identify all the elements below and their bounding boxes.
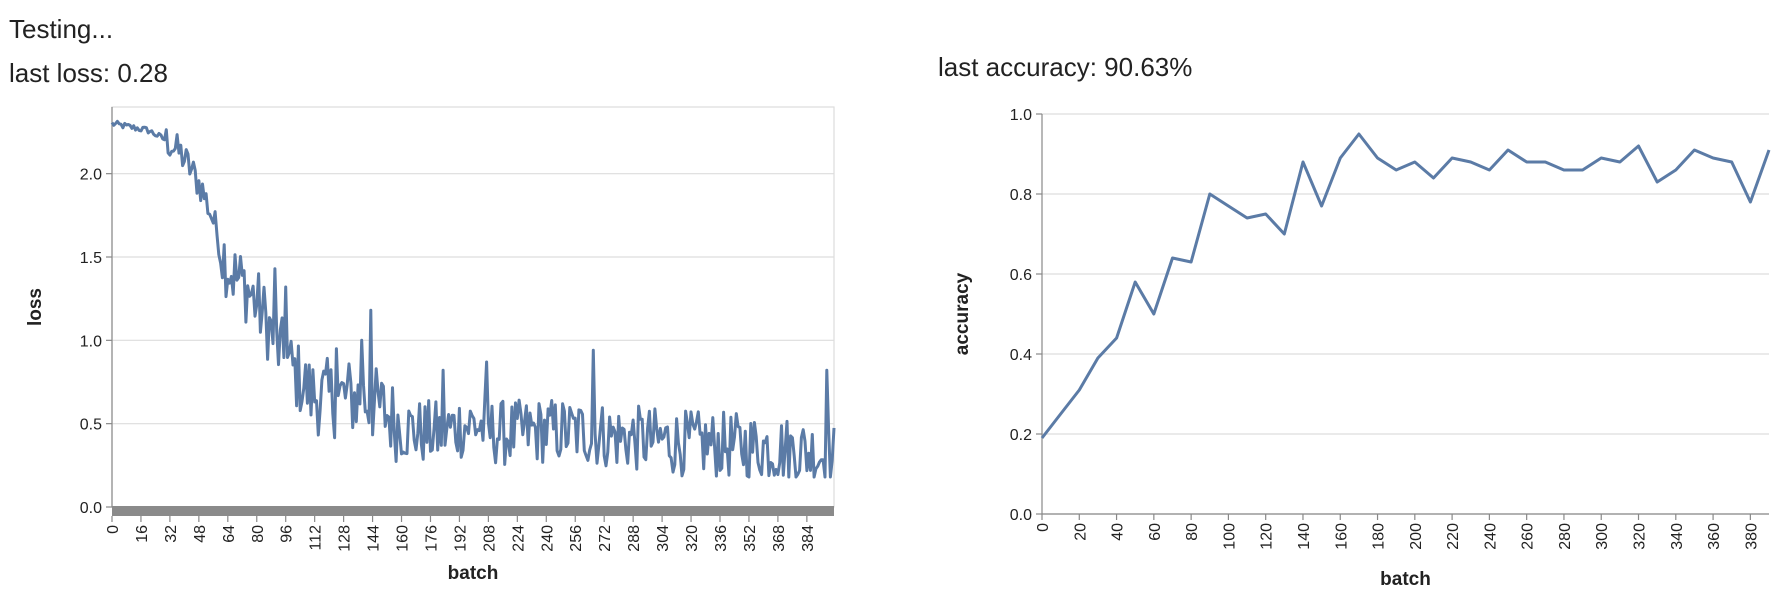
loss-x-tick-label: 208 bbox=[481, 525, 498, 552]
loss-x-tick-label: 112 bbox=[308, 525, 325, 551]
accuracy-x-tick-label: 180 bbox=[1371, 523, 1388, 550]
loss-y-tick-label: 2.0 bbox=[80, 167, 102, 184]
accuracy-x-tick-label: 320 bbox=[1632, 523, 1649, 550]
accuracy-chart-group: 0.0 0.2 0.4 0.6 0.8 1.0 0 20 40 60 80 100 120 140 160 1… bbox=[952, 107, 1771, 590]
loss-x-tick-label: 128 bbox=[337, 525, 354, 552]
accuracy-x-tick-label: 340 bbox=[1669, 523, 1686, 550]
last-accuracy-label: last accuracy: bbox=[938, 52, 1105, 82]
last-accuracy-value: 90.63% bbox=[1104, 52, 1193, 82]
accuracy-x-tick-label: 40 bbox=[1110, 523, 1127, 541]
accuracy-x-tick-label: 20 bbox=[1072, 523, 1089, 541]
accuracy-y-tick-label: 1.0 bbox=[1010, 107, 1032, 124]
loss-x-tick-label: 384 bbox=[800, 525, 817, 552]
last-accuracy-readout: last accuracy: 90.63% bbox=[938, 52, 1192, 83]
last-loss-value: 0.28 bbox=[117, 58, 168, 88]
accuracy-x-tick-label: 60 bbox=[1147, 523, 1164, 541]
loss-x-tick-label: 192 bbox=[452, 525, 469, 552]
loss-x-tick-label: 224 bbox=[510, 525, 527, 552]
accuracy-y-tick-label: 0.6 bbox=[1010, 267, 1032, 284]
accuracy-x-tick-label: 0 bbox=[1035, 523, 1052, 532]
accuracy-x-tick-label: 80 bbox=[1184, 523, 1201, 541]
last-loss-readout: last loss: 0.28 bbox=[9, 58, 168, 89]
loss-y-tick-label: 1.0 bbox=[80, 333, 102, 350]
accuracy-y-tick-label: 0.8 bbox=[1010, 187, 1032, 204]
accuracy-x-tick-label: 360 bbox=[1706, 523, 1723, 550]
accuracy-series-line bbox=[1040, 132, 1771, 439]
loss-x-tick-label: 48 bbox=[192, 525, 209, 543]
loss-x-tick-label: 304 bbox=[655, 525, 672, 552]
loss-x-tick-label: 144 bbox=[366, 525, 383, 552]
loss-x-tick-label: 240 bbox=[539, 525, 556, 552]
accuracy-y-tick-label: 0.2 bbox=[1010, 427, 1032, 444]
loss-x-axis-title: batch bbox=[448, 563, 499, 584]
accuracy-x-tick-label: 260 bbox=[1520, 523, 1537, 550]
loss-x-tick-label: 80 bbox=[250, 525, 267, 543]
loss-x-tick-label: 64 bbox=[221, 525, 238, 543]
loss-x-tick-label: 0 bbox=[105, 525, 122, 534]
accuracy-x-tick-label: 120 bbox=[1259, 523, 1276, 550]
loss-x-tick-label: 160 bbox=[395, 525, 412, 552]
accuracy-x-tick-label: 240 bbox=[1482, 523, 1499, 550]
loss-y-axis-title: loss bbox=[25, 288, 46, 326]
accuracy-x-tick-label: 200 bbox=[1408, 523, 1425, 550]
loss-x-tick-label: 16 bbox=[134, 525, 151, 543]
loss-x-tick-label: 272 bbox=[597, 525, 614, 552]
accuracy-y-tick-label: 0.4 bbox=[1010, 347, 1032, 364]
loss-x-tick-label: 176 bbox=[423, 525, 440, 552]
accuracy-y-axis-title: accuracy bbox=[952, 272, 973, 355]
loss-y-tick-label: 1.5 bbox=[80, 250, 102, 267]
loss-y-tick-label: 0.5 bbox=[80, 417, 102, 434]
status-text: Testing... bbox=[9, 14, 114, 44]
loss-chart-group: 0.0 0.5 1.0 1.5 2.0 0 16 32 48 64 80 96 112 128 144 160… bbox=[25, 106, 836, 584]
loss-series-line bbox=[110, 119, 836, 479]
loss-x-tick-label: 288 bbox=[626, 525, 643, 552]
accuracy-x-tick-label: 380 bbox=[1743, 523, 1760, 550]
accuracy-x-tick-label: 220 bbox=[1445, 523, 1462, 550]
loss-x-axis-bar bbox=[112, 506, 834, 516]
accuracy-x-tick-label: 140 bbox=[1296, 523, 1313, 550]
accuracy-y-tick-label: 0.0 bbox=[1010, 507, 1032, 524]
last-loss-label: last loss: bbox=[9, 58, 118, 88]
loss-x-tick-label: 32 bbox=[163, 525, 180, 543]
loss-x-tick-label: 256 bbox=[568, 525, 585, 552]
accuracy-x-tick-label: 280 bbox=[1557, 523, 1574, 550]
loss-y-tick-label: 0.0 bbox=[80, 500, 102, 517]
loss-x-tick-label: 336 bbox=[713, 525, 730, 552]
accuracy-x-tick-label: 160 bbox=[1333, 523, 1350, 550]
loss-x-tick-label: 368 bbox=[771, 525, 788, 552]
accuracy-x-axis-title: batch bbox=[1380, 569, 1431, 590]
accuracy-x-tick-label: 300 bbox=[1594, 523, 1611, 550]
loss-x-tick-label: 96 bbox=[279, 525, 296, 543]
loss-x-tick-label: 320 bbox=[684, 525, 701, 552]
loss-x-tick-label: 352 bbox=[742, 525, 759, 552]
accuracy-x-tick-label: 100 bbox=[1221, 523, 1238, 550]
